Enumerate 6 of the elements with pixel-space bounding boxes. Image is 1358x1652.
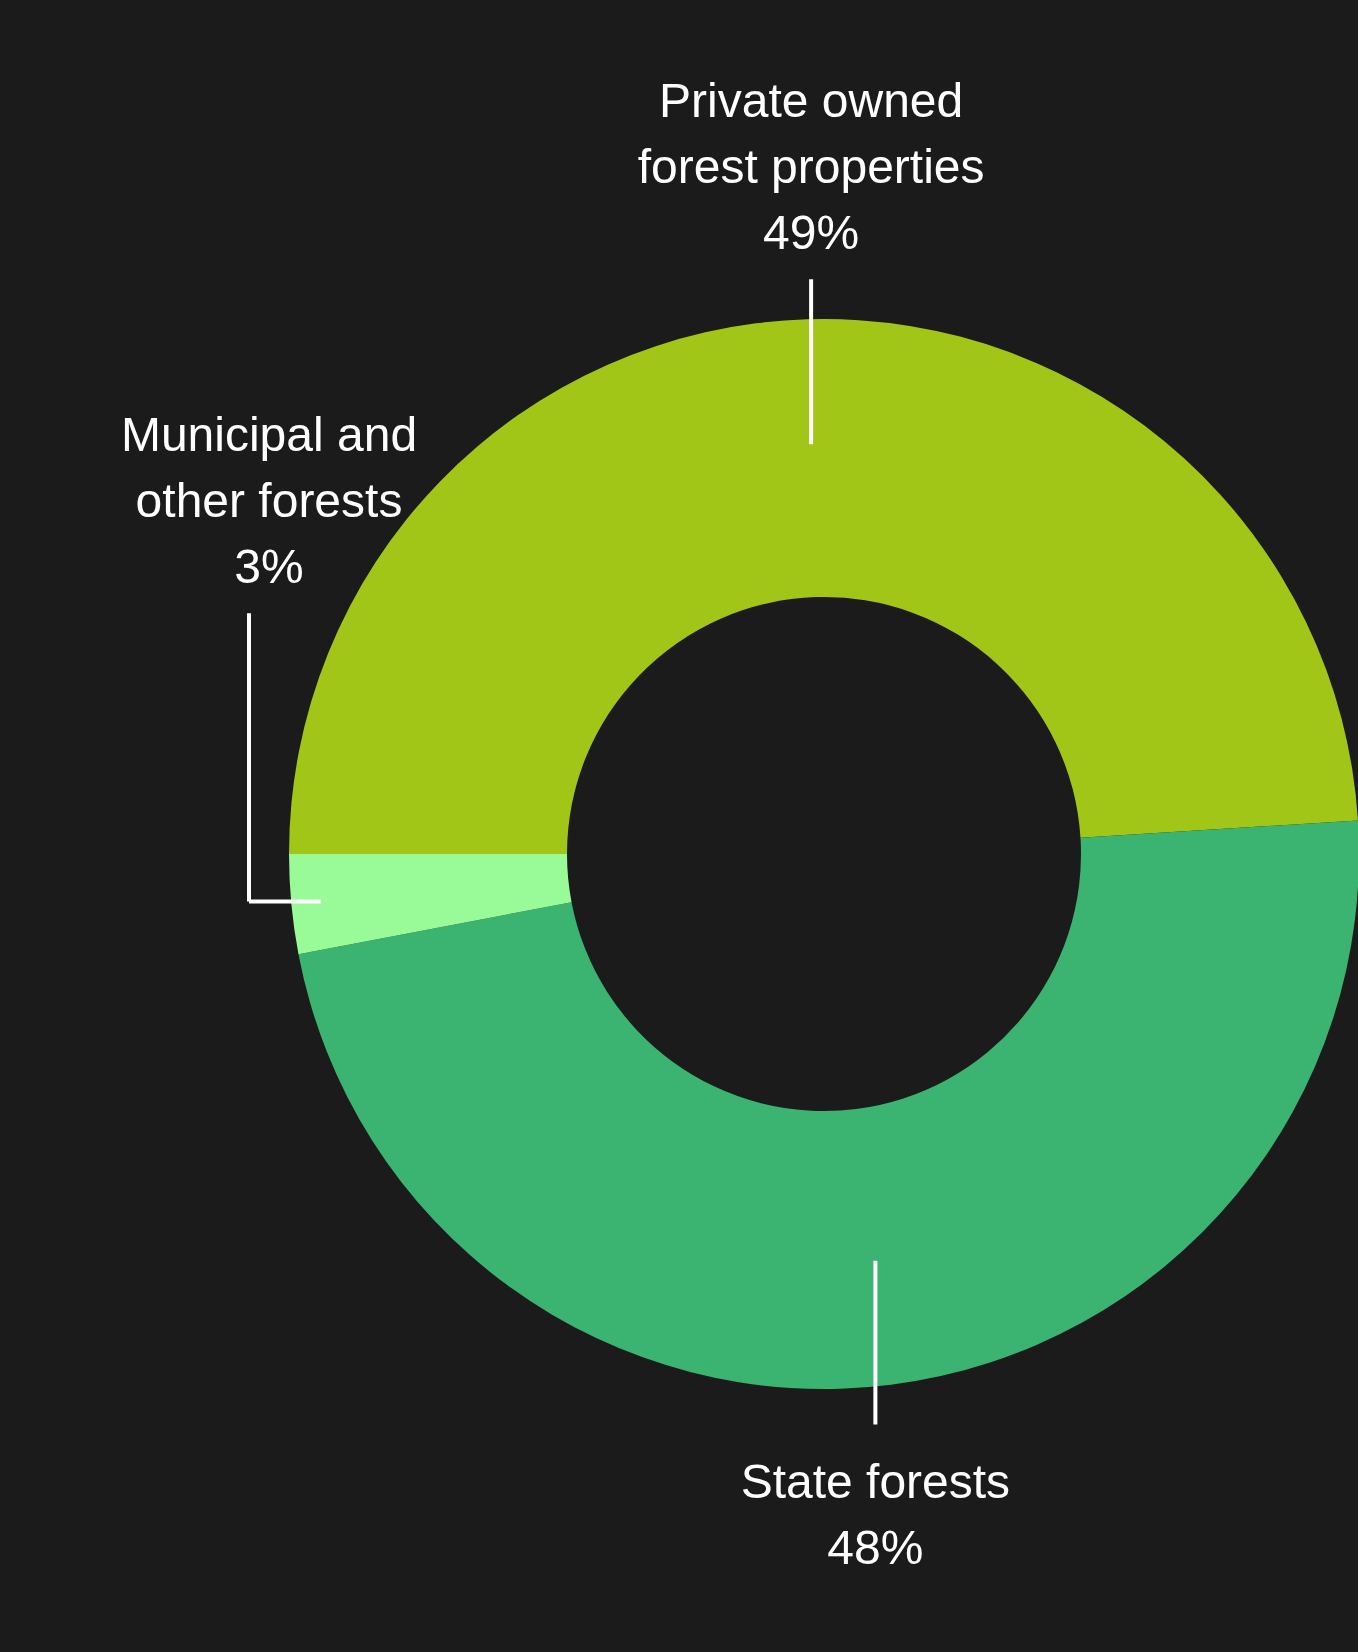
data-label: 3% (234, 540, 304, 594)
data-label: 48% (827, 1521, 924, 1575)
slice-label: Private owned forest properties (637, 74, 985, 194)
data-label: 49% (763, 206, 860, 260)
slice-label: State forests (740, 1455, 1011, 1509)
slice-label: Municipal and other forests (120, 408, 418, 528)
